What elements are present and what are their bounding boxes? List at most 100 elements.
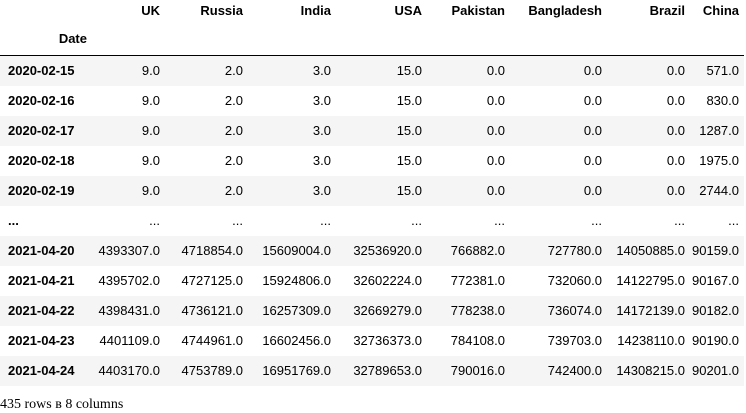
table-cell: 732060.0	[547, 273, 602, 288]
table-cell: 4393307.0	[98, 243, 160, 258]
table-cell: 3.0	[312, 63, 331, 79]
table-cell: 727780.0	[547, 243, 602, 258]
table-cell: 9.0	[141, 93, 160, 108]
table-cell: 9.0	[141, 183, 160, 198]
table-cell: 14308215.0	[616, 363, 685, 378]
table-cell: 0.0	[583, 153, 602, 168]
table-cell: 1287.0	[699, 123, 739, 138]
table-cell: 0.0	[486, 63, 505, 79]
table-cell: 766882.0	[450, 243, 505, 258]
column-header: India	[300, 3, 331, 18]
column-header: UK	[141, 3, 160, 18]
table-cell: 2.0	[224, 63, 243, 79]
table-row: 2021-04-23 4401109.0 4744961.0 16602456.0 32…	[0, 325, 744, 356]
table-cell: 14238110.0	[617, 333, 685, 348]
table-cell: 739703.0	[547, 333, 602, 348]
column-header: Russia	[200, 3, 243, 18]
table-cell: 3.0	[312, 183, 331, 198]
table-cell: 16951769.0	[262, 363, 331, 378]
table-cell: 790016.0	[450, 363, 505, 378]
table-cell: 32536920.0	[353, 243, 422, 258]
table-cell: 3.0	[312, 123, 331, 138]
header-corner	[0, 0, 92, 21]
table-cell: 15924806.0	[262, 273, 331, 288]
column-header: USA	[394, 3, 422, 18]
table-row: 2020-02-17 9.0 2.0 3.0 15.0 0.0 0.0 0.0 1287.0	[0, 115, 744, 146]
table-cell: 0.0	[666, 123, 685, 138]
table-cell: 784108.0	[450, 333, 505, 348]
table-cell: 4401109.0	[99, 333, 161, 348]
table-row: 2020-02-15 9.0 2.0 3.0 15.0 0.0 0.0 0.0 571.0	[0, 55, 744, 86]
table-cell: 15.0	[396, 183, 422, 198]
table-cell: 90182.0	[692, 303, 739, 318]
column-header: Pakistan	[451, 3, 505, 18]
table-cell: 778238.0	[450, 303, 505, 318]
table-cell: 0.0	[583, 63, 602, 79]
table-cell: 2.0	[224, 123, 243, 138]
table-row: 2020-02-18 9.0 2.0 3.0 15.0 0.0 0.0 0.0 1975.0	[0, 145, 744, 176]
table-row: 2021-04-20 4393307.0 4718854.0 15609004.0 32…	[0, 235, 744, 266]
table-cell: 9.0	[141, 123, 160, 138]
table-cell: 4718854.0	[181, 243, 243, 258]
table-cell: 9.0	[141, 63, 160, 79]
table-cell: 1975.0	[699, 153, 739, 168]
table-cell: 0.0	[666, 93, 685, 108]
table-cell: 4398431.0	[98, 303, 160, 318]
table-cell: 0.0	[666, 63, 685, 79]
table-cell: 90167.0	[692, 273, 739, 288]
table-cell: 15609004.0	[262, 243, 331, 258]
table-cell: ...	[232, 213, 243, 228]
table-row: 2021-04-21 4395702.0 4727125.0 15924806.0 32…	[0, 265, 744, 296]
table-cell: ...	[494, 213, 505, 228]
table-cell: 571.0	[706, 63, 739, 79]
column-header: China	[702, 3, 739, 18]
dataframe-body: 2020-02-15 9.0 2.0 3.0 15.0 0.0 0.0 0.0 571.0 202…	[0, 55, 744, 386]
row-index: 2021-04-21	[8, 273, 75, 288]
dataframe-table: UK Russia India USA Pakistan Bangladesh …	[0, 0, 744, 386]
table-cell: 90190.0	[692, 333, 739, 348]
table-cell: 4736121.0	[181, 303, 243, 318]
table-row: 2021-04-24 4403170.0 4753789.0 16951769.0 32…	[0, 355, 744, 386]
table-cell: 32736373.0	[353, 333, 422, 348]
table-cell: ...	[320, 213, 331, 228]
table-cell: 4395702.0	[98, 273, 160, 288]
dataframe-output: UK Russia India USA Pakistan Bangladesh …	[0, 0, 744, 386]
table-cell: 3.0	[312, 93, 331, 108]
table-cell: 3.0	[312, 153, 331, 168]
table-cell: 0.0	[666, 183, 685, 198]
index-name-row: Date	[0, 21, 744, 56]
row-index: 2020-02-15	[8, 63, 75, 79]
table-cell: 4744961.0	[181, 333, 243, 348]
table-cell: ...	[674, 213, 685, 228]
dataframe-shape-summary: 435 rows в 8 columns	[0, 397, 124, 412]
table-cell: 90159.0	[692, 243, 739, 258]
row-index: 2021-04-20	[8, 243, 75, 258]
table-cell: 0.0	[486, 183, 505, 198]
table-cell: 14122795.0	[616, 273, 685, 288]
row-index: 2020-02-19	[8, 183, 75, 198]
table-cell: 14172139.0	[616, 303, 685, 318]
row-index: 2020-02-17	[8, 123, 75, 138]
row-index: 2021-04-22	[8, 303, 75, 318]
table-cell: 0.0	[486, 123, 505, 138]
table-cell: 32602224.0	[353, 273, 422, 288]
row-index: 2020-02-16	[8, 93, 75, 108]
table-cell: 15.0	[396, 93, 422, 108]
table-cell: 15.0	[396, 153, 422, 168]
table-row: 2021-04-22 4398431.0 4736121.0 16257309.0 32…	[0, 295, 744, 326]
table-cell: 0.0	[583, 123, 602, 138]
row-index: ...	[8, 213, 19, 228]
table-cell: 14050885.0	[616, 243, 685, 258]
row-index: 2021-04-24	[8, 363, 75, 378]
column-header-row: UK Russia India USA Pakistan Bangladesh …	[0, 0, 744, 21]
table-cell: 2744.0	[699, 183, 739, 198]
table-cell: 32789653.0	[353, 363, 422, 378]
table-row: 2020-02-19 9.0 2.0 3.0 15.0 0.0 0.0 0.0 2744.0	[0, 175, 744, 206]
table-cell: ...	[728, 213, 739, 228]
table-cell: ...	[411, 213, 422, 228]
column-header: Bangladesh	[528, 3, 602, 18]
table-cell: 15.0	[396, 123, 422, 138]
table-cell: 16602456.0	[262, 333, 331, 348]
table-cell: 2.0	[224, 93, 243, 108]
row-index: 2020-02-18	[8, 153, 75, 168]
